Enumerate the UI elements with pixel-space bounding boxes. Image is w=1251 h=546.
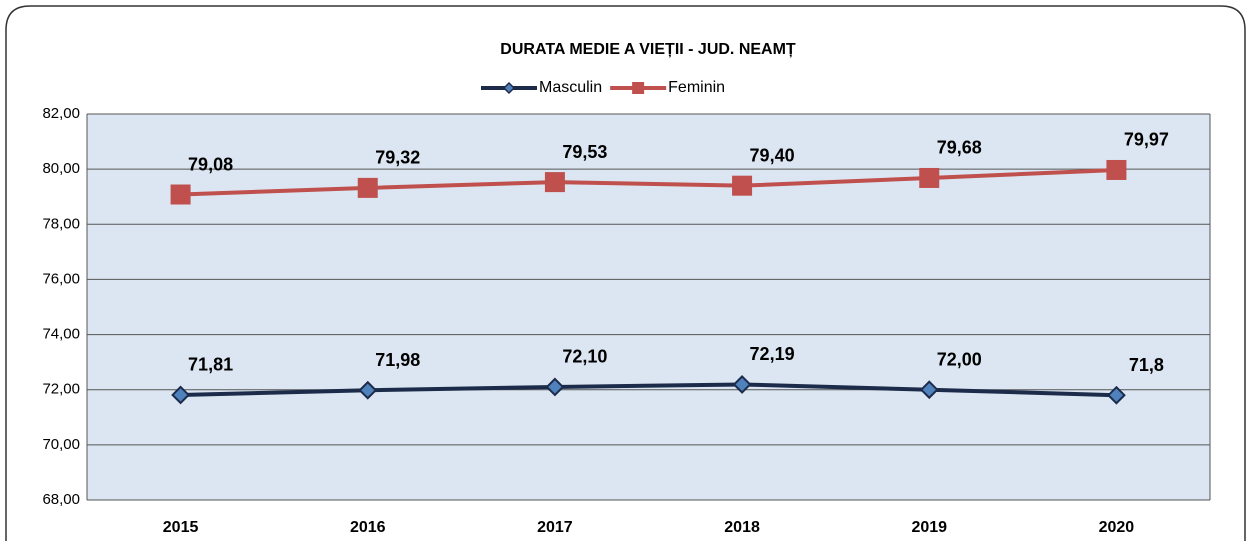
data-label: 71,81 (188, 355, 233, 375)
point-marker (358, 380, 378, 400)
data-label: 79,32 (375, 148, 420, 168)
x-tick-label: 2020 (1099, 519, 1135, 536)
y-tick-label: 76,00 (42, 270, 80, 287)
data-label: 71,8 (1129, 355, 1164, 375)
x-tick-label: 2016 (350, 519, 386, 536)
point-marker (732, 175, 753, 196)
y-tick-label: 72,00 (42, 381, 80, 398)
y-tick-label: 82,00 (42, 105, 80, 122)
data-label: 79,97 (1124, 130, 1169, 150)
data-label: 71,98 (375, 350, 420, 370)
y-tick-label: 80,00 (42, 160, 80, 177)
chart-title: DURATA MEDIE A VIEȚII - JUD. NEAMȚ (500, 41, 796, 58)
series-line (180, 382, 1117, 398)
legend-label: Feminin (668, 79, 725, 96)
x-tick-label: 2017 (537, 519, 573, 536)
x-tick-label: 2018 (724, 519, 760, 536)
point-marker (1107, 385, 1126, 405)
legend-marker (632, 82, 645, 94)
point-marker (544, 172, 565, 193)
point-marker (171, 385, 190, 405)
x-tick-label: 2019 (911, 519, 947, 536)
y-tick-label: 70,00 (42, 436, 80, 453)
data-label: 79,53 (562, 142, 607, 162)
y-tick-label: 74,00 (42, 326, 80, 343)
data-label: 79,40 (750, 145, 795, 165)
point-marker (732, 375, 752, 394)
point-marker (1106, 159, 1127, 180)
y-tick-label: 68,00 (42, 491, 80, 508)
data-label: 79,08 (188, 154, 233, 174)
y-tick-label: 78,00 (42, 215, 80, 232)
point-marker (919, 380, 939, 400)
plot-area (87, 114, 1210, 500)
data-label: 72,00 (937, 349, 982, 369)
point-marker (170, 184, 191, 205)
legend-label: Masculin (539, 79, 602, 96)
data-label: 72,19 (750, 344, 795, 364)
data-label: 72,10 (562, 347, 607, 367)
x-tick-label: 2015 (163, 519, 199, 536)
data-label: 79,68 (937, 138, 982, 158)
point-marker (545, 377, 565, 397)
point-marker (357, 177, 378, 198)
legend-marker (502, 81, 516, 95)
point-marker (919, 167, 940, 188)
series-line (180, 167, 1117, 197)
